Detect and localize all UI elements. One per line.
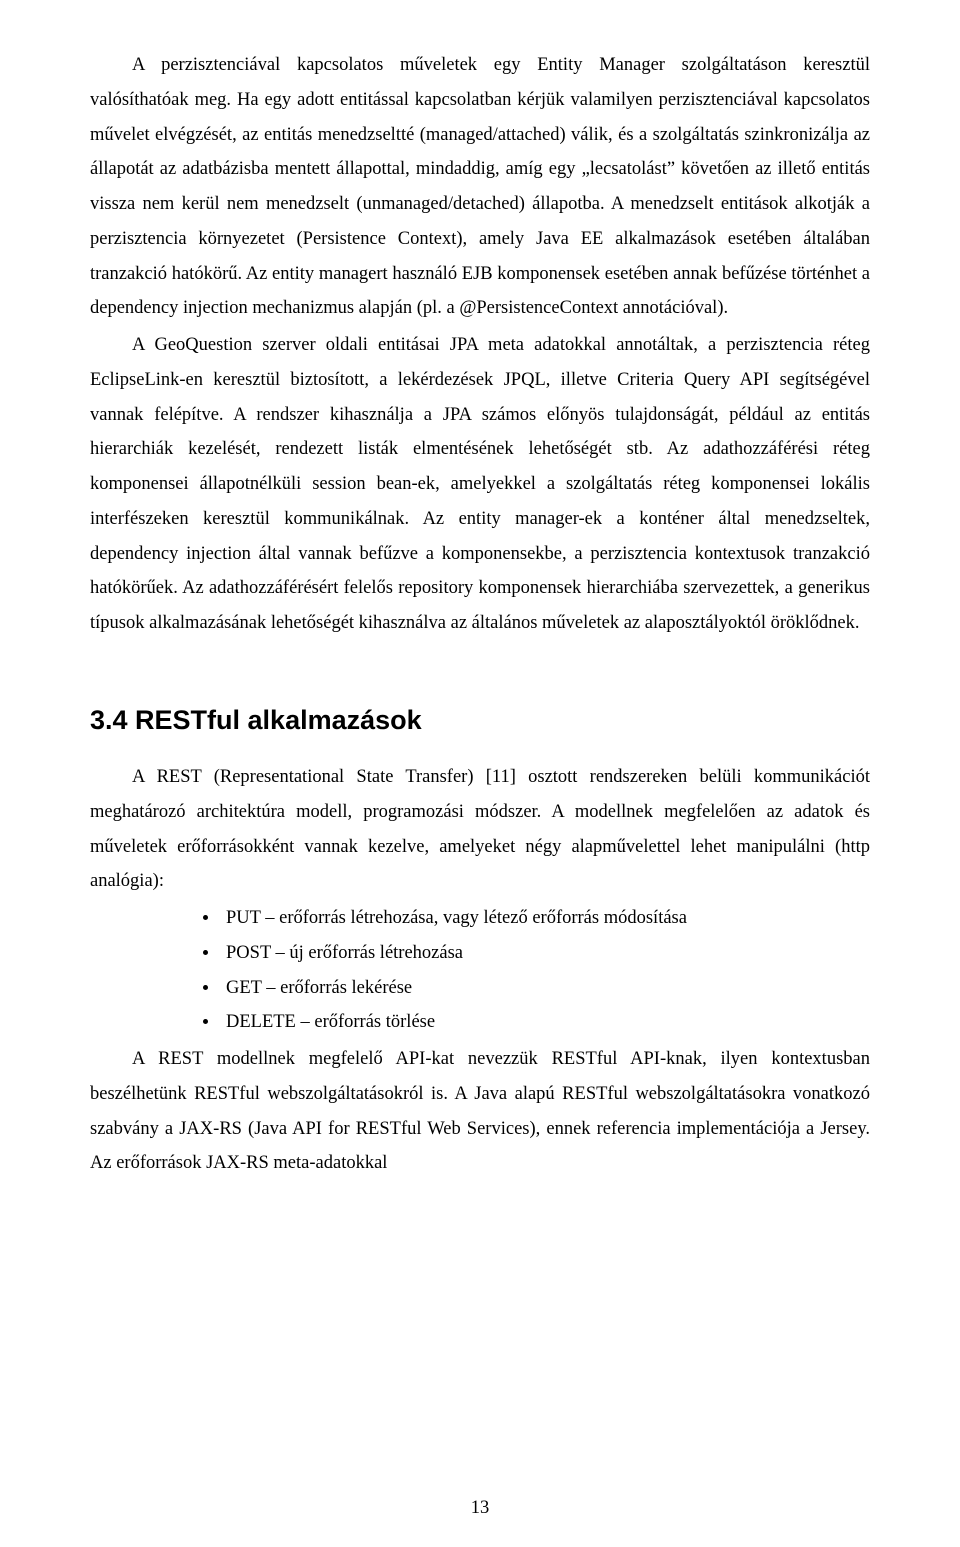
document-page: A perzisztenciával kapcsolatos műveletek… <box>0 0 960 1547</box>
page-number: 13 <box>0 1498 960 1519</box>
paragraph-2: A GeoQuestion szerver oldali entitásai J… <box>90 328 870 641</box>
list-item: POST – új erőforrás létrehozása <box>220 936 870 971</box>
list-item: PUT – erőforrás létrehozása, vagy létező… <box>220 901 870 936</box>
paragraph-3: A REST (Representational State Transfer)… <box>90 760 870 899</box>
section-heading-3-4: 3.4 RESTful alkalmazások <box>90 705 870 736</box>
paragraph-1: A perzisztenciával kapcsolatos műveletek… <box>90 48 870 326</box>
list-item: DELETE – erőforrás törlése <box>220 1005 870 1040</box>
list-item: GET – erőforrás lekérése <box>220 971 870 1006</box>
paragraph-4: A REST modellnek megfelelő API-kat nevez… <box>90 1042 870 1181</box>
bullet-list: PUT – erőforrás létrehozása, vagy létező… <box>90 901 870 1040</box>
